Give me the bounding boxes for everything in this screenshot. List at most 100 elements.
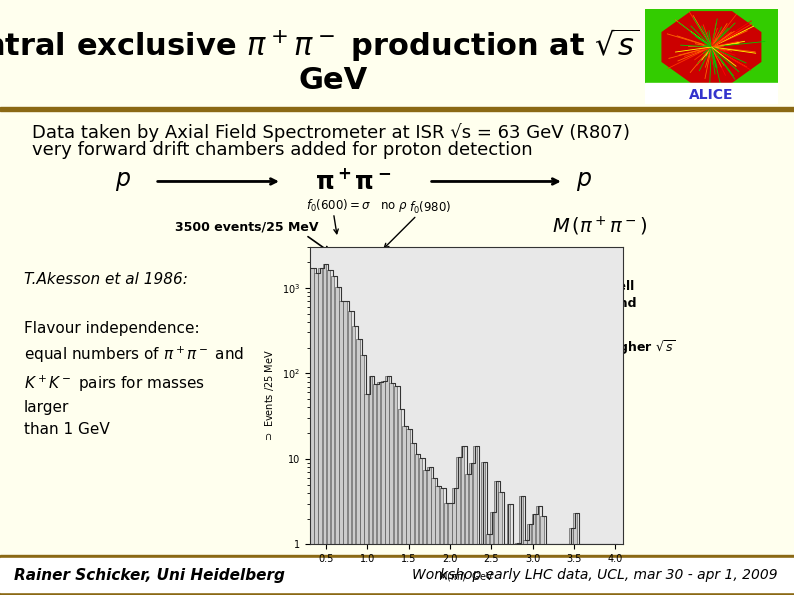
Bar	[599, 544, 602, 595]
Text: Flavour independence:
equal numbers of $\pi^+\pi^-$ and
$K^+K^-$ pairs for masse: Flavour independence: equal numbers of $…	[24, 321, 244, 437]
Bar	[322, 264, 326, 595]
Text: 3500 events/25 MeV: 3500 events/25 MeV	[175, 221, 318, 234]
Text: very forward drift chambers added for proton detection: very forward drift chambers added for pr…	[32, 141, 533, 159]
Bar	[414, 454, 418, 595]
Bar	[435, 486, 439, 595]
Bar	[486, 534, 489, 595]
Bar	[394, 386, 397, 595]
Bar	[498, 492, 502, 595]
Polygon shape	[662, 12, 761, 82]
Bar	[418, 458, 422, 595]
Bar	[573, 513, 577, 595]
Bar	[595, 544, 598, 595]
Bar	[611, 544, 615, 595]
Bar	[402, 426, 406, 595]
Bar	[464, 474, 468, 595]
Bar	[364, 394, 368, 595]
Bar	[561, 544, 565, 595]
Bar	[536, 506, 539, 595]
Bar	[557, 544, 561, 595]
Text: GeV: GeV	[299, 66, 368, 95]
Bar	[0, 107, 794, 111]
Text: Workshop early LHC data, UCL, mar 30 - apr 1, 2009: Workshop early LHC data, UCL, mar 30 - a…	[413, 568, 778, 583]
Bar	[427, 467, 430, 595]
Text: ALICE: ALICE	[689, 87, 734, 102]
Bar	[377, 382, 380, 595]
Bar	[440, 488, 443, 595]
Bar	[344, 300, 347, 595]
Bar	[360, 355, 364, 595]
Bar	[310, 268, 314, 595]
Bar	[457, 458, 460, 595]
Bar	[410, 443, 414, 595]
Bar	[318, 268, 322, 595]
Bar	[0, 555, 794, 595]
Bar	[515, 543, 518, 595]
Text: $p$: $p$	[115, 170, 131, 193]
Bar	[348, 311, 351, 595]
Bar	[540, 516, 544, 595]
Bar	[590, 544, 594, 595]
Bar	[582, 544, 585, 595]
Bar	[326, 270, 330, 595]
Text: G(1710)??: G(1710)??	[457, 262, 521, 275]
Text: $f_0(600){=}\sigma$   no $\rho$: $f_0(600){=}\sigma$ no $\rho$	[306, 197, 408, 214]
Bar	[352, 327, 356, 595]
Bar	[519, 496, 522, 595]
Bar	[314, 274, 318, 595]
Bar	[339, 302, 343, 595]
Bar	[527, 524, 531, 595]
Bar	[603, 544, 607, 595]
Bar	[481, 462, 485, 595]
Bar	[461, 446, 464, 595]
Bar	[477, 544, 481, 595]
Y-axis label: $\supset$ Events /25 MeV: $\supset$ Events /25 MeV	[263, 349, 276, 442]
Bar	[331, 275, 334, 595]
Text: Structures not well
understood beyond
f(980): Structures not well understood beyond f(…	[500, 280, 637, 327]
Bar	[494, 481, 498, 595]
Bar	[523, 540, 527, 595]
Bar	[578, 544, 581, 595]
Bar	[448, 503, 452, 595]
Bar	[368, 376, 372, 595]
Text: $\mathbf{\pi^+\pi^-}$: $\mathbf{\pi^+\pi^-}$	[315, 169, 391, 194]
Text: Not studied at higher $\sqrt{s}$: Not studied at higher $\sqrt{s}$	[500, 339, 676, 358]
Bar	[444, 503, 447, 595]
Bar	[645, 83, 778, 104]
Bar	[469, 464, 472, 595]
Bar	[586, 544, 590, 595]
Text: Rainer Schicker, Uni Heidelberg: Rainer Schicker, Uni Heidelberg	[14, 568, 285, 583]
Text: Data taken by Axial Field Spectrometer at ISR √s = 63 GeV (R807): Data taken by Axial Field Spectrometer a…	[32, 123, 630, 142]
Bar	[503, 544, 506, 595]
Bar	[507, 504, 510, 595]
Bar	[490, 512, 493, 595]
Bar	[385, 376, 389, 595]
Bar	[553, 544, 556, 595]
Bar	[0, 558, 794, 592]
Bar	[532, 513, 535, 595]
Text: T.Akesson et al 1986:: T.Akesson et al 1986:	[24, 272, 187, 287]
Bar	[389, 383, 393, 595]
Bar	[407, 429, 410, 595]
Text: $p$: $p$	[576, 170, 592, 193]
Bar	[569, 528, 572, 595]
Bar	[356, 339, 360, 595]
Bar	[452, 488, 456, 595]
Bar	[607, 544, 611, 595]
X-axis label: M($\pi\pi$)  GeV: M($\pi\pi$) GeV	[438, 569, 495, 583]
Bar	[473, 446, 476, 595]
Text: Central exclusive $\pi^+\pi^-$ production at $\sqrt{s}$ = 63: Central exclusive $\pi^+\pi^-$ productio…	[0, 26, 727, 64]
Bar	[0, 0, 794, 110]
Bar	[511, 544, 515, 595]
Bar	[615, 544, 619, 595]
Text: $M\,(\pi^+\pi^-)$: $M\,(\pi^+\pi^-)$	[552, 214, 647, 238]
Bar	[398, 409, 401, 595]
Text: $f_0(980)$: $f_0(980)$	[409, 200, 451, 217]
Bar	[431, 478, 435, 595]
Bar	[381, 381, 384, 595]
Bar	[423, 470, 426, 595]
Bar	[544, 544, 548, 595]
Bar	[565, 544, 569, 595]
Bar	[335, 287, 338, 595]
Bar	[549, 544, 552, 595]
